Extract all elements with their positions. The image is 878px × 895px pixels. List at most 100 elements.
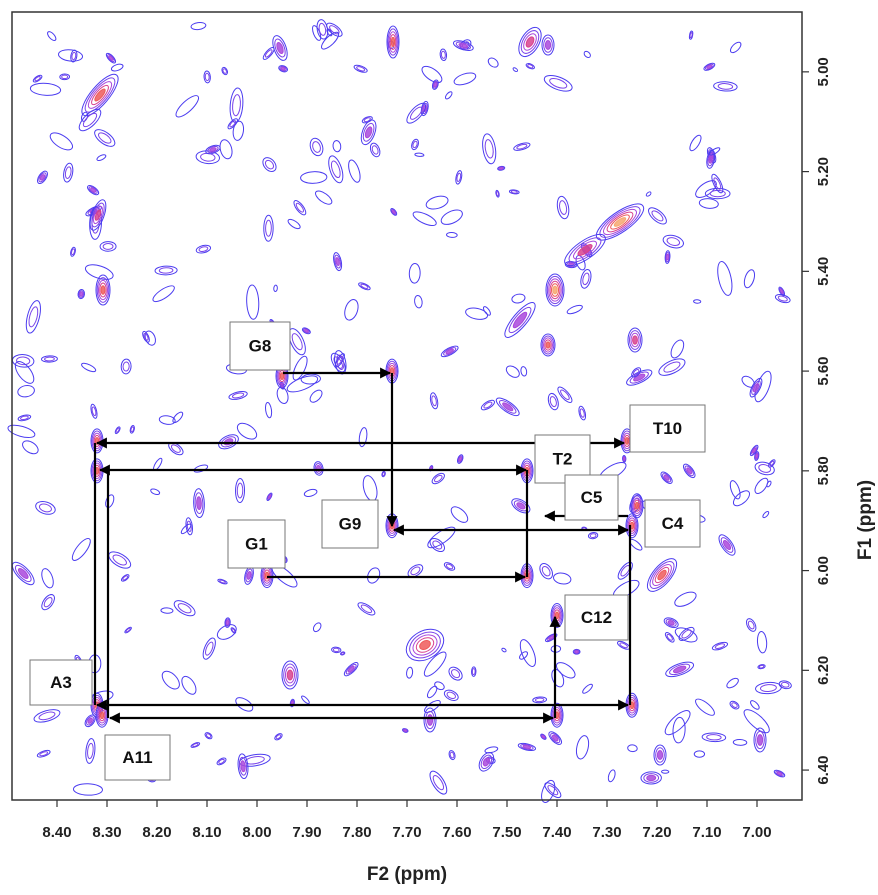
contour xyxy=(312,141,321,153)
contour xyxy=(775,770,784,777)
contour xyxy=(708,147,721,156)
x-tick-label: 7.20 xyxy=(642,824,671,841)
contour xyxy=(495,397,520,417)
contour-blob xyxy=(203,70,211,84)
contour xyxy=(87,81,113,109)
contour xyxy=(778,680,792,690)
contour xyxy=(408,262,421,284)
contour xyxy=(321,31,340,50)
contour-blob xyxy=(411,138,419,151)
contour-blob xyxy=(548,731,563,745)
contour-blob xyxy=(340,651,346,656)
contour-blob xyxy=(762,511,770,519)
contour xyxy=(689,134,702,152)
contour-blob xyxy=(81,362,97,373)
contour-blob xyxy=(448,666,463,681)
contour-blob xyxy=(33,709,61,723)
contour xyxy=(231,628,236,633)
contour-blob xyxy=(640,771,662,785)
contour-blob xyxy=(362,475,378,502)
contour xyxy=(11,561,35,586)
contour xyxy=(755,453,759,459)
contour-blob xyxy=(578,405,587,421)
contour xyxy=(456,454,464,464)
contour-blob xyxy=(315,190,333,205)
contour xyxy=(41,568,54,589)
contour xyxy=(681,629,692,639)
contour xyxy=(541,34,555,56)
contour xyxy=(196,496,202,511)
contour xyxy=(450,506,469,523)
contour-blob xyxy=(544,782,562,799)
contour xyxy=(649,561,675,589)
label-text: A11 xyxy=(122,748,152,767)
contour-blob xyxy=(59,73,71,81)
contour xyxy=(713,177,722,190)
contour xyxy=(701,732,727,743)
contour-blob xyxy=(773,769,786,778)
contour xyxy=(539,563,554,580)
contour xyxy=(729,480,741,500)
contour-blob xyxy=(70,246,76,257)
contour-blob xyxy=(412,211,437,226)
contour xyxy=(757,664,766,670)
contour-blob xyxy=(408,262,421,284)
contour-blob xyxy=(443,689,459,701)
label-text: C12 xyxy=(581,608,612,627)
contour-blob xyxy=(181,675,197,695)
contour-blob xyxy=(190,742,201,748)
contour xyxy=(231,392,245,399)
contour-blob xyxy=(343,662,359,677)
contour-blob xyxy=(617,561,633,580)
contour xyxy=(717,83,734,90)
contour xyxy=(14,564,32,583)
contour xyxy=(315,190,333,205)
contour-blob xyxy=(58,49,84,62)
peak-label: A11 xyxy=(104,734,171,781)
contour xyxy=(70,49,78,63)
contour-blob xyxy=(662,234,684,249)
contour xyxy=(300,171,328,184)
contour xyxy=(108,551,132,569)
contour xyxy=(72,783,104,796)
contour xyxy=(192,743,199,747)
contour-blob xyxy=(766,480,772,488)
contour-blob xyxy=(288,328,306,356)
contour xyxy=(267,494,272,499)
contour xyxy=(429,392,439,410)
contour xyxy=(540,333,556,357)
contour xyxy=(693,299,702,304)
contour-blob xyxy=(512,67,519,73)
contour xyxy=(753,727,767,753)
peak-label: G8 xyxy=(229,321,291,371)
contour xyxy=(81,362,97,373)
contour xyxy=(203,70,211,84)
contour xyxy=(497,165,506,171)
contour xyxy=(32,74,43,83)
contour-blob xyxy=(381,470,386,478)
contour xyxy=(36,749,51,758)
contour xyxy=(541,779,556,803)
contour xyxy=(120,574,130,582)
contour xyxy=(94,129,116,147)
contour xyxy=(410,566,421,576)
contour xyxy=(457,455,463,463)
contour xyxy=(431,395,437,407)
contour xyxy=(755,681,782,695)
y-tick-label: 6.20 xyxy=(815,656,832,685)
contour-blob xyxy=(431,79,439,90)
contour-blob xyxy=(508,189,520,195)
contour xyxy=(455,41,471,50)
contour xyxy=(216,624,237,640)
contour xyxy=(440,345,459,358)
x-tick-label: 8.10 xyxy=(192,824,221,841)
contour xyxy=(583,50,591,59)
contour xyxy=(278,370,286,383)
contour xyxy=(122,575,129,581)
contour-blob xyxy=(35,501,56,515)
contour-blob xyxy=(190,21,207,31)
contour-blob xyxy=(154,265,178,276)
contour xyxy=(390,208,398,216)
contour xyxy=(499,166,504,170)
contour xyxy=(678,626,695,642)
